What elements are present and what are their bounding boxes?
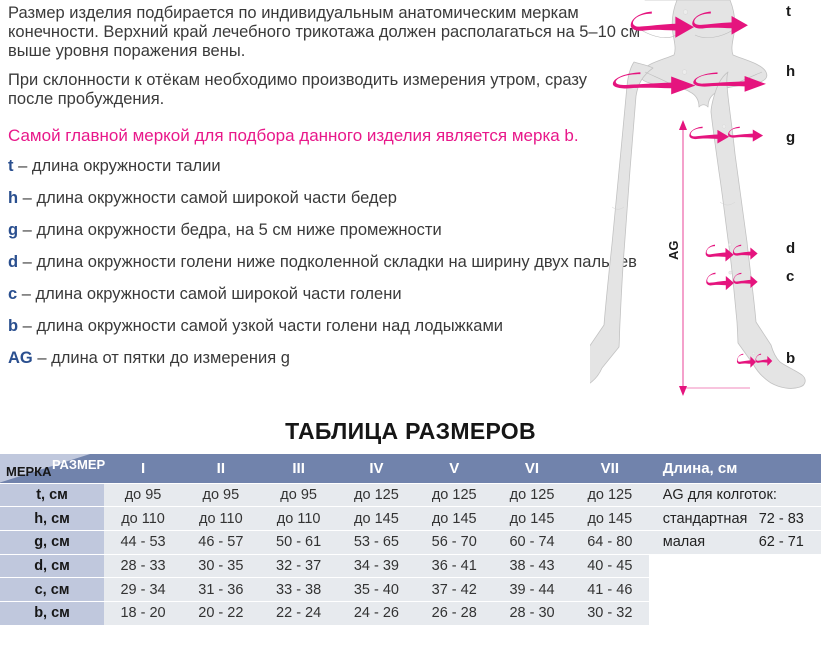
svg-text:b: b (786, 350, 795, 367)
svg-text:c: c (786, 268, 794, 285)
svg-text:g: g (786, 129, 795, 146)
svg-text:h: h (786, 63, 795, 80)
svg-text:d: d (786, 240, 795, 257)
svg-text:AG: AG (666, 241, 681, 261)
svg-text:t: t (786, 3, 791, 20)
